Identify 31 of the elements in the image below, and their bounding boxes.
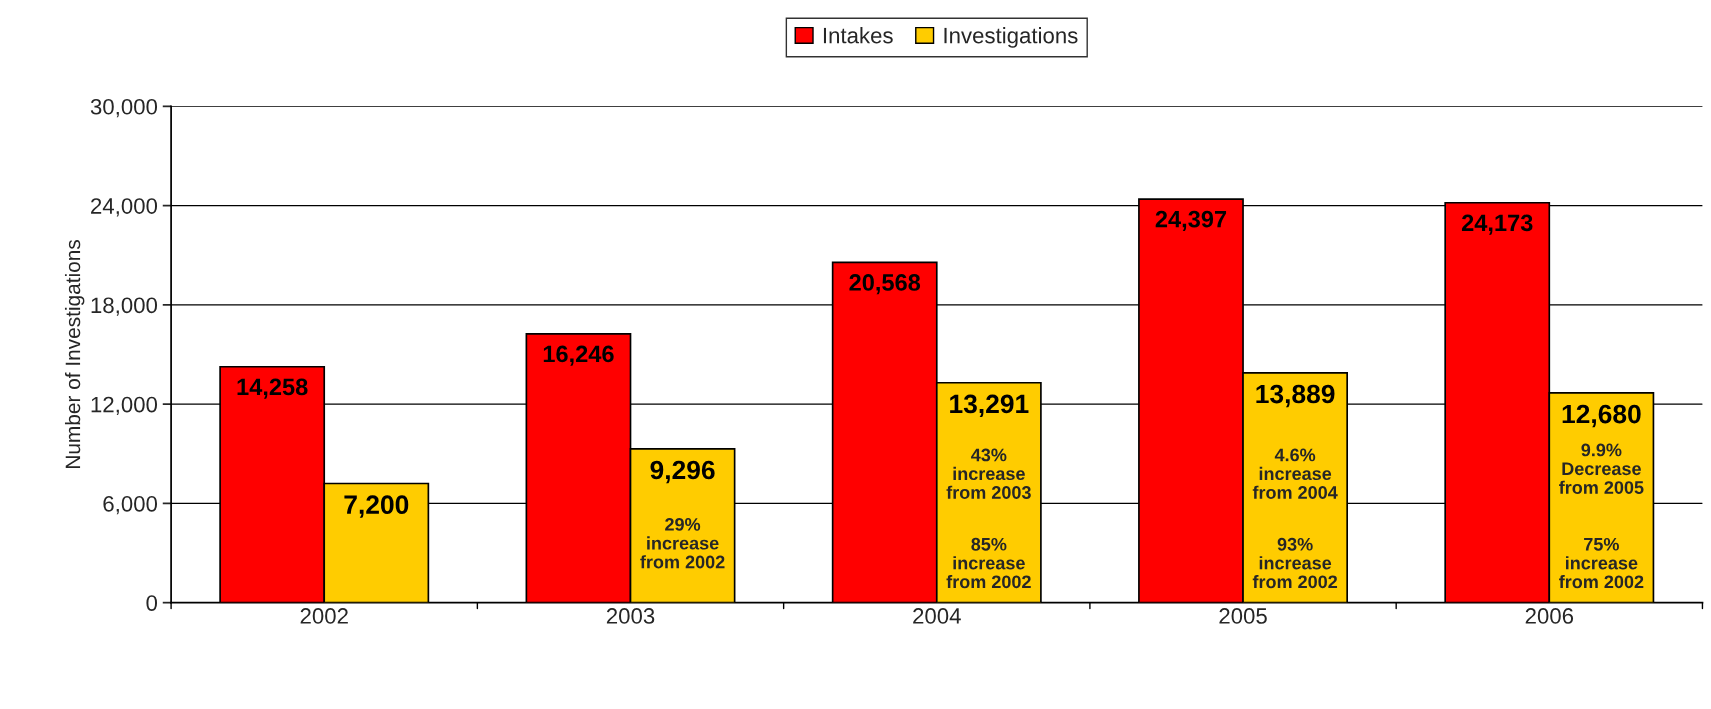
y-tick-label: 24,000 bbox=[91, 198, 158, 217]
text: 9,296 bbox=[650, 460, 715, 484]
x-tick-label: 2005 bbox=[1219, 608, 1267, 624]
annotation: 9.9% Decrease from 2005 bbox=[1559, 443, 1644, 494]
text: 16,246 bbox=[543, 345, 614, 366]
x-tick-label: 2002 bbox=[300, 608, 348, 624]
text: 13,291 bbox=[950, 394, 1029, 418]
y-tick-label: 18,000 bbox=[91, 297, 158, 316]
text: 7,200 bbox=[344, 495, 409, 518]
text: 20,568 bbox=[849, 274, 921, 295]
text: 12,680 bbox=[1562, 404, 1641, 428]
y-tick-label: 0 bbox=[146, 595, 158, 611]
x-tick-label: 2006 bbox=[1525, 608, 1574, 624]
text: 24,397 bbox=[1155, 210, 1227, 231]
text: 13,889 bbox=[1256, 384, 1335, 408]
annotation: 93% increase from 2002 bbox=[1252, 537, 1338, 589]
annotation: 29% increase from 2002 bbox=[640, 518, 725, 569]
annotation: 75% increase from 2002 bbox=[1559, 537, 1644, 589]
y-tick-label: 12,000 bbox=[91, 396, 158, 416]
x-tick-label: 2003 bbox=[606, 608, 655, 624]
x-tick-label: 2004 bbox=[913, 608, 961, 624]
text: 14,258 bbox=[237, 378, 308, 399]
legend-label: Investigations bbox=[944, 27, 1078, 48]
y-axis-title: Number of Investigations bbox=[64, 240, 85, 468]
annotation: 85% increase from 2002 bbox=[946, 537, 1031, 589]
annotation: 4.6% increase from 2004 bbox=[1252, 448, 1338, 499]
y-tick-label: 6,000 bbox=[103, 495, 158, 515]
annotation: 43% increase from 2003 bbox=[946, 448, 1031, 499]
text: 24,173 bbox=[1461, 214, 1533, 235]
y-tick-label: 30,000 bbox=[90, 98, 158, 118]
legend-label: Intakes bbox=[823, 27, 893, 44]
